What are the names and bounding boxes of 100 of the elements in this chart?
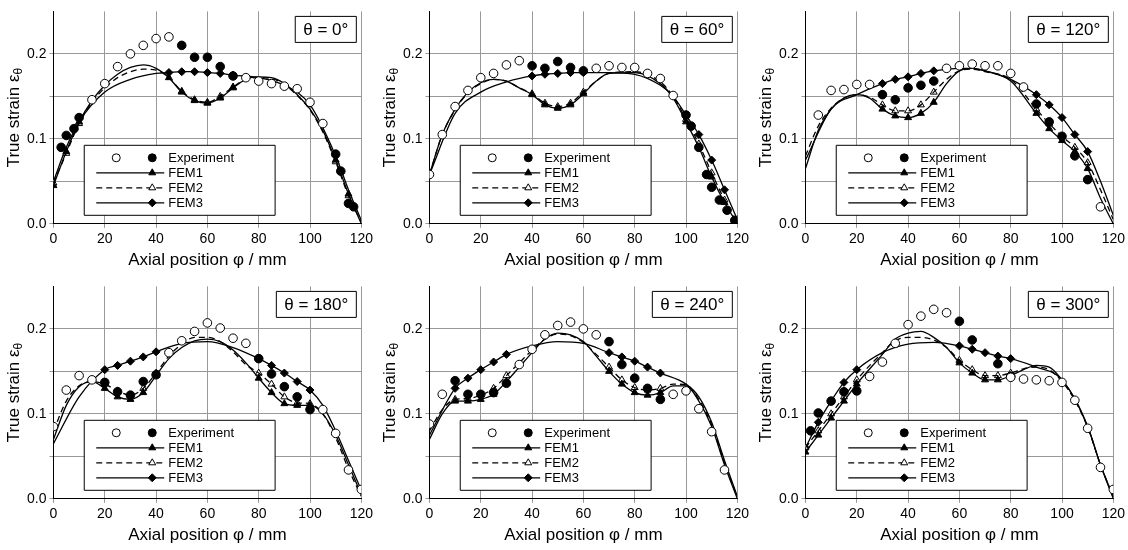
legend-label: FEM2 (920, 455, 955, 471)
x-tick-label: 20 (96, 505, 113, 522)
legend-label: Experiment (544, 150, 611, 166)
x-axis-title: Axial position φ / mm (504, 250, 663, 270)
x-tick-label: 40 (900, 230, 917, 247)
x-tick-label: 120 (349, 230, 374, 247)
x-tick-label: 100 (298, 505, 322, 522)
x-tick-label: 100 (674, 505, 698, 522)
y-axis-title: True strain εθ (755, 67, 778, 168)
x-tick-label: 60 (575, 230, 592, 247)
x-tick-label: 100 (674, 230, 698, 247)
x-tick-label: 60 (951, 505, 968, 522)
x-tick-label: 120 (349, 505, 374, 522)
y-axis-title: True strain εθ (379, 342, 402, 443)
legend-label: FEM3 (168, 195, 203, 211)
y-tick-label: 0.0 (402, 489, 423, 506)
y-tick-label: 0.0 (26, 489, 47, 506)
y-tick-label: 0.2 (778, 44, 799, 61)
x-tick-label: 80 (1002, 505, 1019, 522)
x-tick-label: 100 (298, 230, 322, 247)
y-tick-label: 0.0 (402, 214, 423, 231)
x-tick-label: 0 (425, 230, 434, 247)
x-axis-title: Axial position φ / mm (504, 525, 663, 545)
legend-label: Experiment (920, 150, 987, 166)
x-axis-title: Axial position φ / mm (880, 250, 1039, 270)
x-tick-label: 0 (801, 505, 810, 522)
x-tick-label: 120 (1101, 505, 1126, 522)
legend-label: Experiment (544, 425, 611, 441)
y-tick-label: 0.2 (26, 319, 47, 336)
y-tick-label: 0.1 (26, 129, 47, 146)
text: θ = 240° (660, 295, 725, 315)
y-tick-label: 0.1 (402, 404, 423, 421)
legend-label: Experiment (168, 150, 235, 166)
x-tick-label: 20 (472, 505, 489, 522)
y-tick-label: 0.1 (26, 404, 47, 421)
x-tick-label: 20 (848, 505, 865, 522)
legend-label: FEM3 (544, 470, 579, 486)
x-tick-label: 20 (96, 230, 113, 247)
y-tick-label: 0.0 (778, 214, 799, 231)
text: θ = 60° (669, 20, 725, 40)
y-axis-title: True strain εθ (379, 67, 402, 168)
legend-label: FEM3 (544, 195, 579, 211)
legend-label: FEM3 (920, 470, 955, 486)
x-tick-label: 60 (199, 505, 216, 522)
legend-label: FEM1 (168, 440, 203, 456)
y-tick-label: 0.2 (778, 319, 799, 336)
x-tick-label: 20 (472, 230, 489, 247)
x-tick-label: 40 (148, 230, 165, 247)
legend-label: FEM2 (544, 180, 579, 196)
legend-label: FEM3 (920, 195, 955, 211)
x-tick-label: 100 (1050, 230, 1074, 247)
y-axis-title: True strain εθ (3, 67, 26, 168)
x-tick-label: 60 (199, 230, 216, 247)
legend-label: FEM1 (920, 165, 955, 181)
y-axis-title: True strain εθ (755, 342, 778, 443)
legend-label: FEM3 (168, 470, 203, 486)
text: θ = 300° (1036, 295, 1101, 315)
legend-label: FEM2 (168, 455, 203, 471)
y-tick-label: 0.0 (26, 214, 47, 231)
x-tick-label: 80 (250, 505, 267, 522)
x-tick-label: 80 (626, 230, 643, 247)
x-tick-label: 120 (1101, 230, 1126, 247)
y-tick-label: 0.1 (778, 404, 799, 421)
text: θ = 0° (303, 20, 349, 40)
legend-label: FEM2 (920, 180, 955, 196)
x-tick-label: 60 (575, 505, 592, 522)
x-tick-label: 0 (801, 230, 810, 247)
x-tick-label: 40 (148, 505, 165, 522)
x-tick-label: 80 (626, 505, 643, 522)
x-tick-label: 40 (524, 230, 541, 247)
x-axis-title: Axial position φ / mm (128, 525, 287, 545)
x-tick-label: 100 (1050, 505, 1074, 522)
legend-label: FEM2 (168, 180, 203, 196)
legend-label: FEM1 (544, 165, 579, 181)
text: θ = 120° (1036, 20, 1101, 40)
y-axis-title: True strain εθ (3, 342, 26, 443)
y-tick-label: 0.1 (402, 129, 423, 146)
x-tick-label: 40 (900, 505, 917, 522)
y-tick-label: 0.1 (778, 129, 799, 146)
x-tick-label: 40 (524, 505, 541, 522)
y-tick-label: 0.2 (402, 44, 423, 61)
x-tick-label: 60 (951, 230, 968, 247)
legend-label: Experiment (168, 425, 235, 441)
legend-label: FEM1 (168, 165, 203, 181)
x-tick-label: 0 (425, 505, 434, 522)
x-axis-title: Axial position φ / mm (128, 250, 287, 270)
legend-label: FEM2 (544, 455, 579, 471)
y-tick-label: 0.2 (402, 319, 423, 336)
x-axis-title: Axial position φ / mm (880, 525, 1039, 545)
x-tick-label: 0 (49, 230, 58, 247)
x-tick-label: 20 (848, 230, 865, 247)
legend-label: FEM1 (544, 440, 579, 456)
x-tick-label: 80 (250, 230, 267, 247)
text: θ = 180° (284, 295, 349, 315)
x-tick-label: 80 (1002, 230, 1019, 247)
x-tick-label: 120 (725, 230, 750, 247)
legend-label: FEM1 (920, 440, 955, 456)
x-tick-label: 0 (49, 505, 58, 522)
x-tick-label: 120 (725, 505, 750, 522)
legend-label: Experiment (920, 425, 987, 441)
